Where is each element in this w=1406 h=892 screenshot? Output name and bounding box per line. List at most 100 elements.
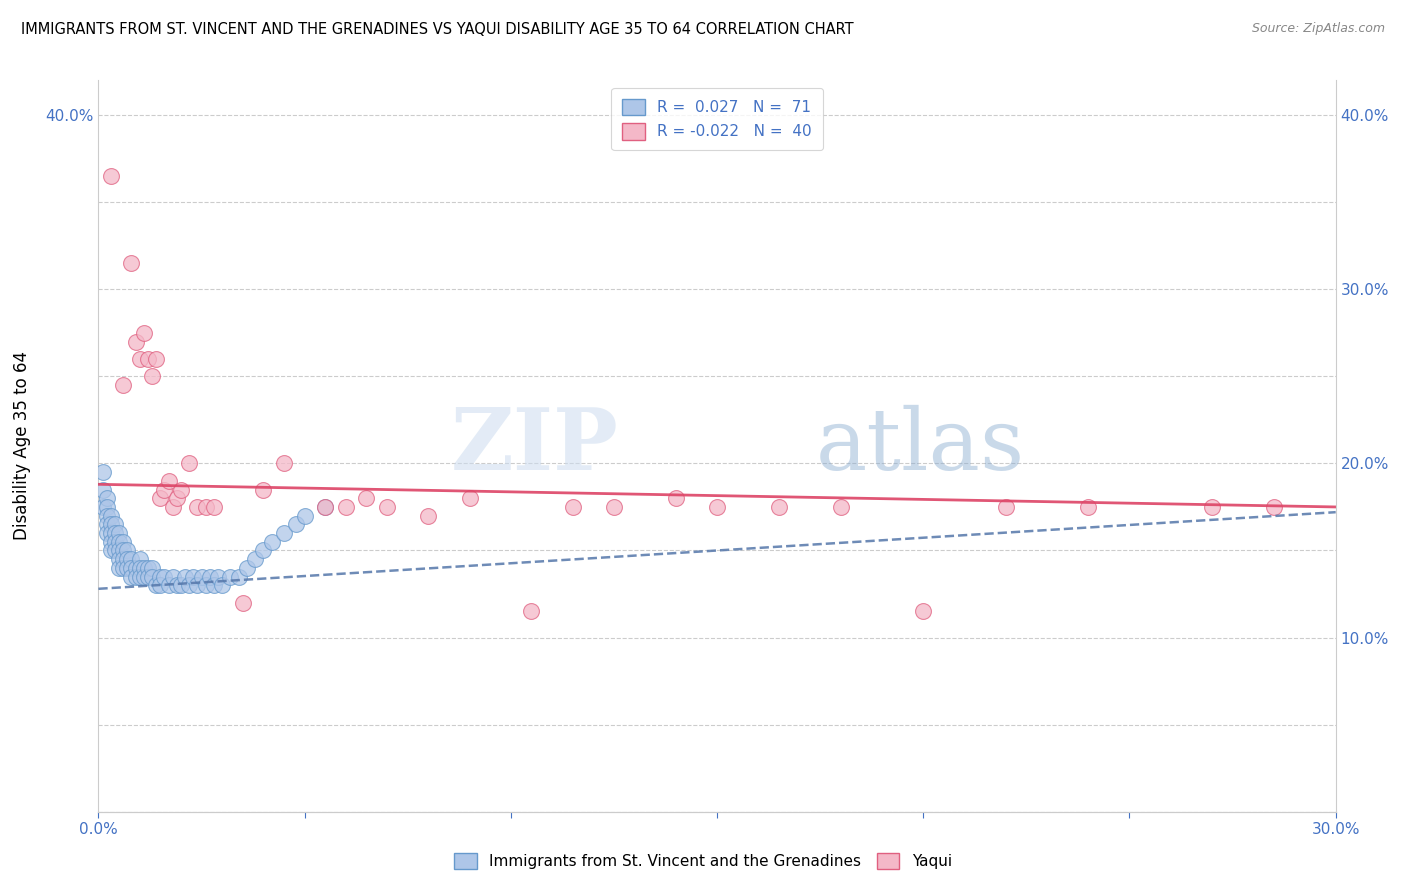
Point xyxy=(190,569,212,583)
Point xyxy=(108,526,131,541)
Point xyxy=(706,500,728,514)
Point xyxy=(603,500,626,514)
Point xyxy=(145,351,167,366)
Point xyxy=(157,578,180,592)
Point xyxy=(236,561,259,575)
Text: Source: ZipAtlas.com: Source: ZipAtlas.com xyxy=(1251,22,1385,36)
Point xyxy=(181,569,204,583)
Point xyxy=(136,569,159,583)
Point xyxy=(96,500,118,514)
Text: IMMIGRANTS FROM ST. VINCENT AND THE GRENADINES VS YAQUI DISABILITY AGE 35 TO 64 : IMMIGRANTS FROM ST. VINCENT AND THE GREN… xyxy=(21,22,853,37)
Point xyxy=(132,569,155,583)
Point xyxy=(141,569,163,583)
Point xyxy=(100,534,122,549)
Point xyxy=(96,491,118,506)
Point xyxy=(91,483,114,497)
Point xyxy=(174,569,197,583)
Legend: Immigrants from St. Vincent and the Grenadines, Yaqui: Immigrants from St. Vincent and the Gren… xyxy=(449,847,957,875)
Point xyxy=(100,526,122,541)
Point xyxy=(202,500,225,514)
Point xyxy=(314,500,336,514)
Point xyxy=(132,326,155,340)
Point xyxy=(120,552,142,566)
Point xyxy=(128,351,150,366)
Point xyxy=(202,578,225,592)
Point xyxy=(108,534,131,549)
Point xyxy=(112,534,135,549)
Point xyxy=(252,543,274,558)
Point xyxy=(194,500,217,514)
Point xyxy=(120,256,142,270)
Point xyxy=(520,604,543,618)
Point xyxy=(418,508,440,523)
Point xyxy=(252,483,274,497)
Point xyxy=(120,561,142,575)
Point xyxy=(830,500,852,514)
Y-axis label: Disability Age 35 to 64: Disability Age 35 to 64 xyxy=(13,351,31,541)
Point xyxy=(1077,500,1099,514)
Point xyxy=(112,378,135,392)
Point xyxy=(149,491,172,506)
Point xyxy=(273,526,295,541)
Point xyxy=(149,569,172,583)
Point xyxy=(104,517,127,532)
Point xyxy=(117,552,139,566)
Point xyxy=(112,552,135,566)
Point xyxy=(285,517,308,532)
Point xyxy=(194,578,217,592)
Point xyxy=(117,561,139,575)
Point xyxy=(96,526,118,541)
Point xyxy=(104,543,127,558)
Point xyxy=(207,569,229,583)
Point xyxy=(1263,500,1285,514)
Point xyxy=(108,552,131,566)
Point xyxy=(108,561,131,575)
Point xyxy=(356,491,378,506)
Point xyxy=(112,543,135,558)
Point xyxy=(179,578,201,592)
Point xyxy=(243,552,266,566)
Point xyxy=(211,578,233,592)
Point xyxy=(153,569,176,583)
Point xyxy=(162,569,184,583)
Point xyxy=(96,517,118,532)
Point xyxy=(96,508,118,523)
Point xyxy=(124,334,146,349)
Point xyxy=(170,483,193,497)
Point xyxy=(100,517,122,532)
Point xyxy=(179,457,201,471)
Point xyxy=(1201,500,1223,514)
Point xyxy=(128,552,150,566)
Point xyxy=(136,561,159,575)
Point xyxy=(260,534,283,549)
Point xyxy=(375,500,398,514)
Point xyxy=(198,569,221,583)
Point xyxy=(162,500,184,514)
Text: atlas: atlas xyxy=(815,404,1025,488)
Point xyxy=(458,491,481,506)
Point xyxy=(100,169,122,183)
Point xyxy=(104,526,127,541)
Point xyxy=(141,369,163,384)
Point xyxy=(219,569,242,583)
Point xyxy=(157,474,180,488)
Point xyxy=(994,500,1017,514)
Point xyxy=(108,543,131,558)
Point xyxy=(170,578,193,592)
Point xyxy=(91,465,114,479)
Text: ZIP: ZIP xyxy=(450,404,619,488)
Point xyxy=(166,491,188,506)
Point xyxy=(232,596,254,610)
Point xyxy=(314,500,336,514)
Point xyxy=(132,561,155,575)
Point xyxy=(100,543,122,558)
Point xyxy=(128,569,150,583)
Point xyxy=(153,483,176,497)
Point xyxy=(273,457,295,471)
Point xyxy=(124,561,146,575)
Point xyxy=(100,508,122,523)
Point xyxy=(768,500,790,514)
Point xyxy=(294,508,316,523)
Point xyxy=(124,569,146,583)
Point xyxy=(141,561,163,575)
